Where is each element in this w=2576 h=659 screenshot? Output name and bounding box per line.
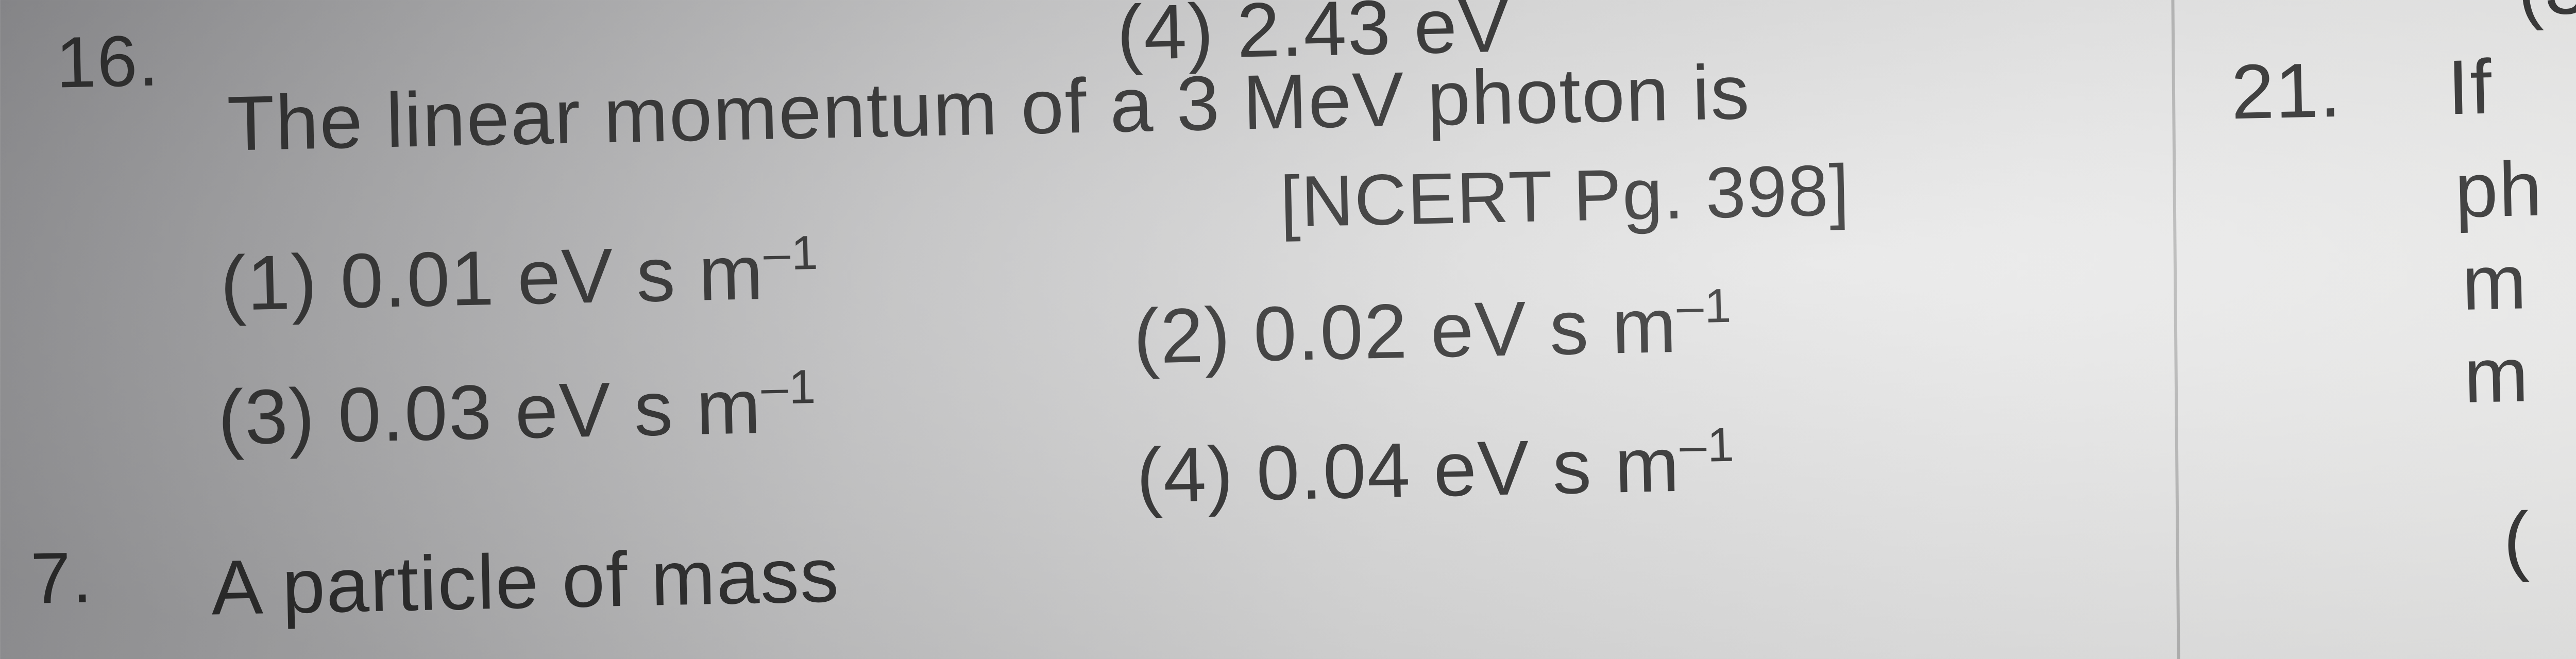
page-skew-wrapper: (4) 2.43 eV 16. The linear momentum of a…	[0, 0, 2576, 659]
rightcol-frag-paren: (	[2502, 495, 2531, 584]
q16-option-2-text: (2) 0.02 eV s m	[1132, 282, 1678, 380]
q17-number: 7.	[30, 535, 94, 620]
rightcol-frag-ph: ph	[2454, 144, 2544, 235]
q16-option-3-exp: –1	[760, 360, 817, 414]
q16-option-3-text: (3) 0.03 eV s m	[217, 363, 762, 461]
q16-number: 16.	[55, 19, 160, 104]
q21-number: 21.	[2230, 45, 2343, 137]
q17-stem-partial: A particle of mass	[210, 530, 840, 633]
q16-option-3: (3) 0.03 eV s m–1	[217, 361, 818, 462]
q16-option-1: (1) 0.01 eV s m–1	[219, 227, 820, 328]
q16-option-4-text: (4) 0.04 eV s m	[1136, 421, 1681, 519]
q16-option-1-text: (1) 0.01 eV s m	[219, 229, 765, 327]
rightcol-frag-3: (3	[2517, 0, 2576, 33]
q21-stem-word: If	[2447, 42, 2494, 132]
q16-reference: [NCERT Pg. 398]	[1279, 148, 1851, 244]
q16-option-2: (2) 0.02 eV s m–1	[1132, 280, 1733, 381]
rightcol-frag-m2: m	[2463, 330, 2531, 420]
rightcol-frag-m1: m	[2461, 237, 2529, 328]
q16-option-4-exp: –1	[1679, 418, 1736, 472]
q16-option-2-exp: –1	[1676, 279, 1733, 333]
q16-option-4: (4) 0.04 eV s m–1	[1136, 419, 1736, 520]
q16-option-1-exp: –1	[763, 226, 820, 280]
q16-stem: The linear momentum of a 3 MeV photon is	[226, 47, 1751, 168]
